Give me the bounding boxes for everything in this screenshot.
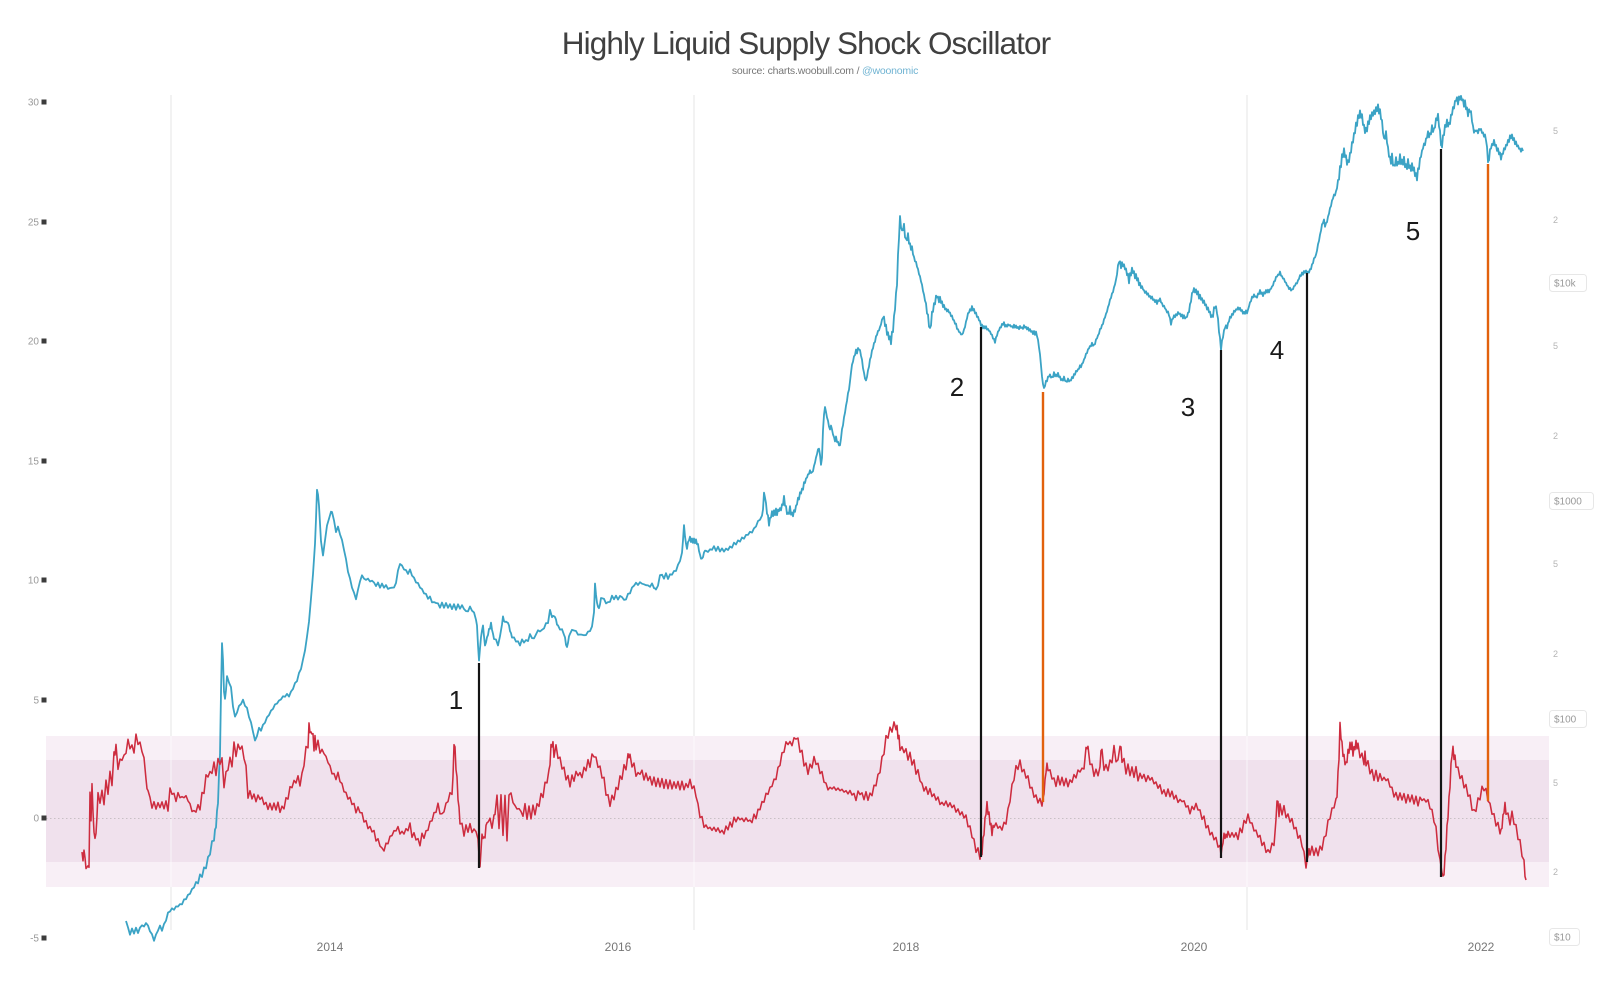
svg-text:-5: -5: [30, 934, 39, 945]
svg-text:10: 10: [28, 576, 40, 587]
svg-text:2: 2: [1553, 431, 1558, 441]
svg-text:4: 4: [1270, 335, 1284, 365]
svg-text:$1000: $1000: [1554, 497, 1582, 508]
svg-text:2022: 2022: [1468, 940, 1495, 954]
svg-text:$10k: $10k: [1554, 279, 1577, 290]
svg-text:2016: 2016: [605, 940, 632, 954]
svg-text:3: 3: [1181, 392, 1195, 422]
svg-text:5: 5: [1553, 559, 1558, 569]
svg-text:0: 0: [33, 814, 39, 825]
svg-text:2: 2: [1553, 867, 1558, 877]
svg-text:25: 25: [28, 218, 40, 229]
svg-text:5: 5: [1406, 216, 1420, 246]
svg-text:source: charts.woobull.com / @: source: charts.woobull.com / @woonomic: [732, 65, 918, 77]
svg-text:Highly Liquid Supply Shock Osc: Highly Liquid Supply Shock Oscillator: [562, 25, 1051, 61]
svg-text:5: 5: [1553, 778, 1558, 788]
svg-text:30: 30: [28, 98, 40, 109]
svg-text:20: 20: [28, 337, 40, 348]
svg-text:15: 15: [28, 457, 40, 468]
svg-text:2: 2: [1553, 215, 1558, 225]
svg-text:2018: 2018: [893, 940, 920, 954]
svg-text:$10: $10: [1554, 933, 1571, 944]
svg-text:5: 5: [33, 696, 39, 707]
svg-text:2014: 2014: [317, 940, 344, 954]
svg-text:2020: 2020: [1181, 940, 1208, 954]
svg-text:5: 5: [1553, 341, 1558, 351]
svg-text:$100: $100: [1554, 715, 1577, 726]
svg-text:2: 2: [1553, 649, 1558, 659]
svg-text:5: 5: [1553, 126, 1558, 136]
svg-text:1: 1: [449, 685, 463, 715]
svg-text:2: 2: [950, 372, 964, 402]
